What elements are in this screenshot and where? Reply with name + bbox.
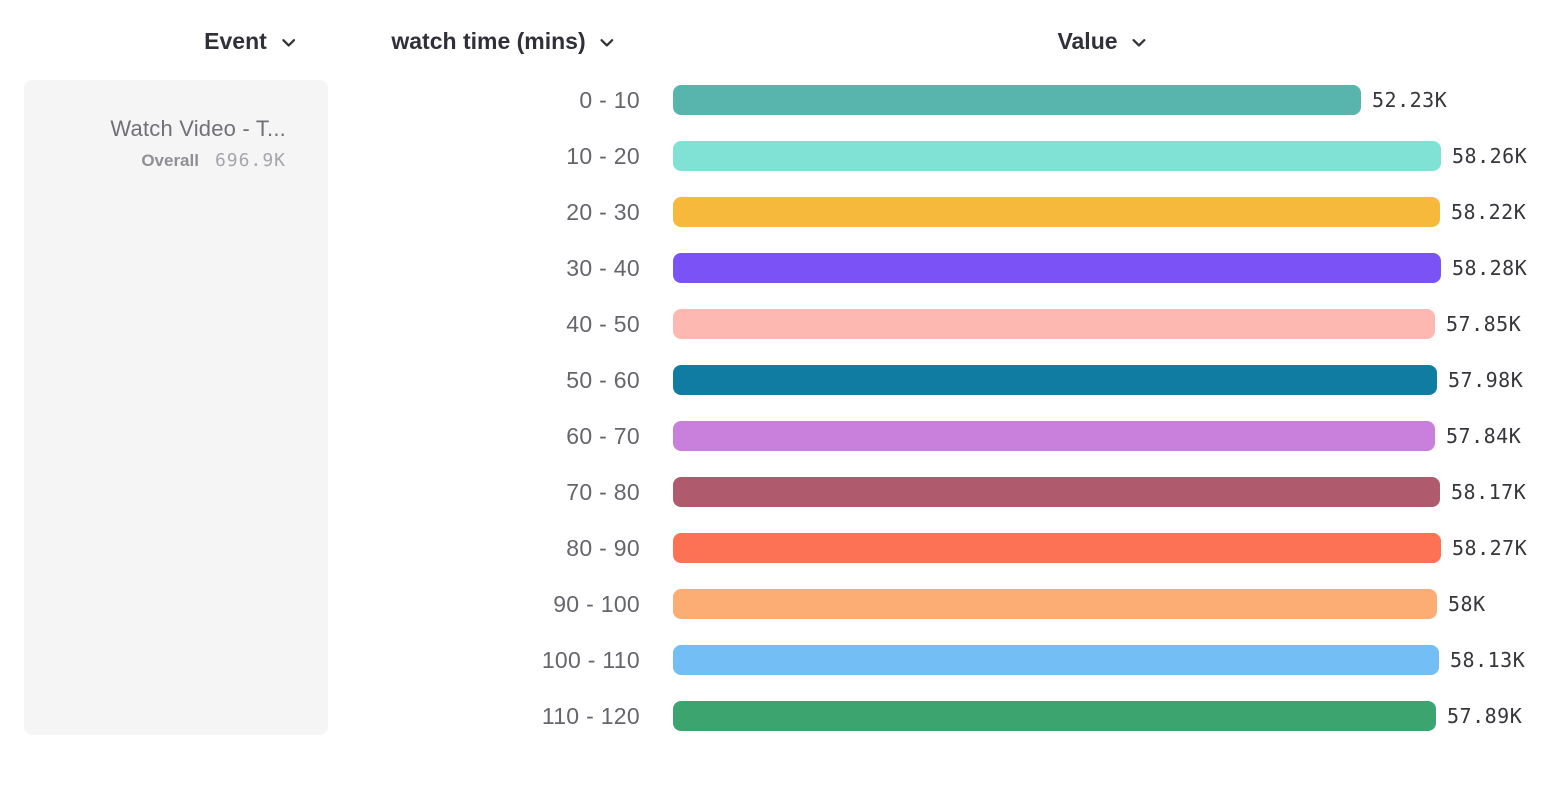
bar-row: 0 - 10 52.23K [0, 72, 1568, 128]
bar[interactable] [673, 533, 1441, 563]
column-header-event[interactable]: Event [204, 28, 296, 55]
column-header-breakdown[interactable]: watch time (mins) [391, 28, 614, 55]
bar-row: 10 - 20 58.26K [0, 128, 1568, 184]
bar-row: 100 - 110 58.13K [0, 632, 1568, 688]
category-label: 110 - 120 [541, 702, 640, 729]
event-name: Watch Video - T... [110, 116, 286, 141]
bar-row: 30 - 40 58.28K [0, 240, 1568, 296]
category-label: 90 - 100 [553, 590, 640, 617]
bar[interactable] [673, 421, 1435, 451]
category-label: 50 - 60 [566, 366, 640, 393]
bar-row: 80 - 90 58.27K [0, 520, 1568, 576]
column-header-value-label: Value [1057, 28, 1118, 54]
bar-row: 50 - 60 57.98K [0, 352, 1568, 408]
column-header-value[interactable]: Value [1057, 28, 1146, 55]
category-label: 100 - 110 [541, 646, 640, 673]
chevron-down-icon [281, 38, 296, 48]
column-header-breakdown-label: watch time (mins) [391, 28, 586, 54]
bar[interactable] [673, 477, 1440, 507]
bar[interactable] [673, 141, 1441, 171]
bar-rows: 0 - 10 52.23K 10 - 20 58.26K 20 - 30 58.22K 30… [0, 72, 1568, 744]
value-label: 58.28K [1452, 256, 1528, 280]
bar[interactable] [673, 645, 1439, 675]
overall-value: 696.9K [214, 150, 286, 171]
category-label: 30 - 40 [566, 254, 640, 281]
value-label: 58.17K [1451, 480, 1527, 504]
chevron-down-icon [1132, 38, 1147, 48]
value-label: 57.85K [1446, 312, 1522, 336]
value-label: 57.98K [1448, 368, 1524, 392]
value-label: 58.22K [1451, 200, 1527, 224]
bar-row: 110 - 120 57.89K [0, 688, 1568, 744]
column-header-event-label: Event [204, 28, 267, 54]
bar[interactable] [673, 701, 1436, 731]
bar-row: 40 - 50 57.85K [0, 296, 1568, 352]
bar-row: 60 - 70 57.84K [0, 408, 1568, 464]
overall-label: Overall [141, 151, 199, 170]
value-label: 58.13K [1450, 648, 1526, 672]
category-label: 0 - 10 [579, 86, 640, 113]
bar-row: 70 - 80 58.17K [0, 464, 1568, 520]
bar[interactable] [673, 589, 1437, 619]
bar[interactable] [673, 85, 1361, 115]
category-label: 40 - 50 [566, 310, 640, 337]
bar-row: 20 - 30 58.22K [0, 184, 1568, 240]
chevron-down-icon [600, 38, 615, 48]
category-label: 60 - 70 [566, 422, 640, 449]
value-label: 57.84K [1446, 424, 1522, 448]
category-label: 80 - 90 [566, 534, 640, 561]
bar[interactable] [673, 365, 1437, 395]
event-overall: Overall 696.9K [24, 150, 286, 171]
category-label: 10 - 20 [566, 142, 640, 169]
bar[interactable] [673, 253, 1441, 283]
value-label: 58.26K [1452, 144, 1528, 168]
bar[interactable] [673, 197, 1440, 227]
value-label: 52.23K [1372, 88, 1448, 112]
event-card[interactable]: Watch Video - T... Overall 696.9K [24, 80, 328, 735]
category-label: 20 - 30 [566, 198, 640, 225]
category-label: 70 - 80 [566, 478, 640, 505]
value-label: 58K [1448, 592, 1486, 616]
value-label: 58.27K [1452, 536, 1528, 560]
value-label: 57.89K [1447, 704, 1523, 728]
bar-row: 90 - 100 58K [0, 576, 1568, 632]
bar[interactable] [673, 309, 1435, 339]
